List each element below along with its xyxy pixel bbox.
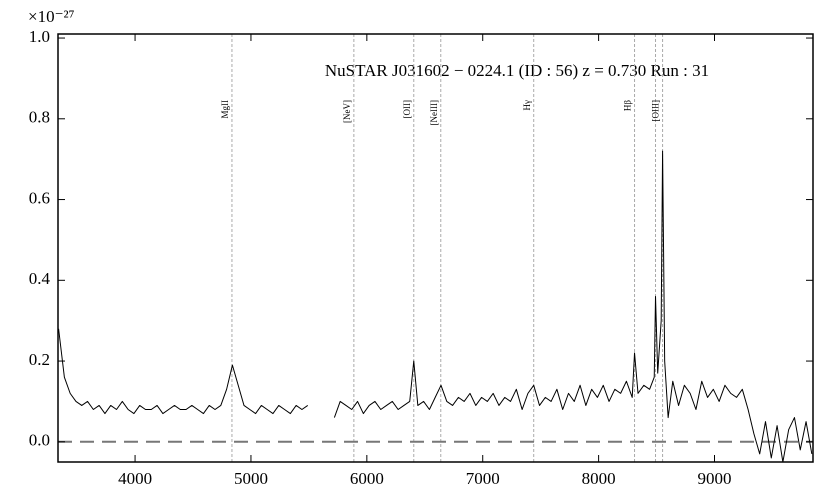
y-tick-label: 0.4 [29, 269, 51, 288]
emission-line-label: Hβ [623, 100, 633, 111]
y-multiplier: ×10⁻²⁷ [28, 7, 75, 26]
emission-line-label: [OII] [402, 100, 412, 119]
emission-line-label: MgII [220, 100, 230, 119]
emission-line-label: [OIII] [651, 100, 661, 122]
y-tick-label: 0.8 [29, 108, 50, 127]
emission-line-label: Hγ [522, 100, 532, 110]
x-tick-label: 6000 [350, 469, 384, 488]
x-tick-label: 5000 [234, 469, 268, 488]
x-tick-label: 9000 [697, 469, 731, 488]
x-tick-label: 4000 [118, 469, 152, 488]
x-tick-label: 7000 [466, 469, 500, 488]
y-tick-label: 0.2 [29, 350, 50, 369]
y-tick-label: 0.0 [29, 431, 50, 450]
y-tick-label: 0.6 [29, 188, 50, 207]
emission-line-label: [NeV] [342, 100, 352, 123]
y-tick-label: 1.0 [29, 27, 50, 46]
spectrum-line [58, 150, 813, 462]
chart-title: NuSTAR J031602 − 0224.1 (ID : 56) z = 0.… [325, 61, 709, 80]
plot-frame [57, 33, 814, 463]
emission-line-label: [NeIII] [429, 100, 439, 125]
x-tick-label: 8000 [582, 469, 616, 488]
plot-area [58, 34, 813, 462]
